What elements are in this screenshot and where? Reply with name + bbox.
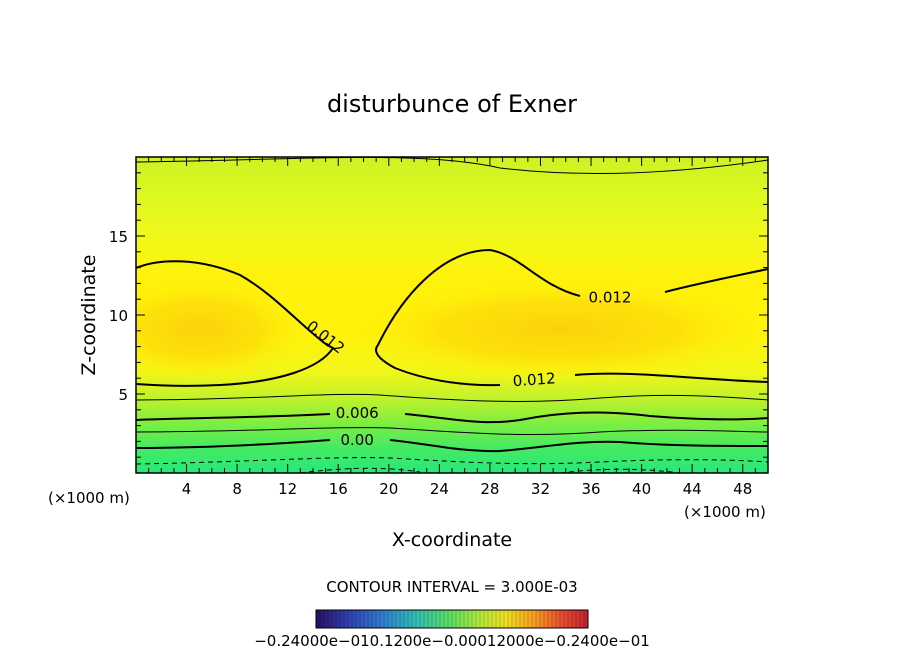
contour-thin-2: [136, 427, 768, 436]
contour-thin-1: [136, 393, 768, 402]
x-tick-label: 12: [278, 480, 297, 498]
colorbar-stripes: [319, 610, 585, 628]
axis-ticks: [136, 157, 768, 473]
colorbar: [315, 609, 589, 629]
x-tick-label: 48: [733, 480, 752, 498]
x-tick-labels: 4 8 12 16 20 24 28 32 36 40 44 48: [182, 480, 752, 498]
contour-label: 0.012: [589, 289, 632, 307]
lobe-left: [136, 278, 310, 382]
x-tick-label: 20: [379, 480, 398, 498]
lobe-right: [345, 278, 768, 382]
x-tick-label: 40: [632, 480, 651, 498]
x-tick-label: 28: [480, 480, 499, 498]
y-tick-label: 10: [109, 307, 128, 325]
colorbar-labels: −0.24000e−010.1200e−0.00012000e−0.2400e−…: [254, 632, 650, 650]
y-tick-labels: 5 10 15: [109, 228, 128, 404]
x-tick-label: 24: [430, 480, 449, 498]
contour-012-right: [375, 248, 768, 387]
contour-interval-text: CONTOUR INTERVAL = 3.000E-03: [326, 578, 577, 596]
contour-label: 0.012: [512, 369, 556, 390]
x-tick-label: 4: [182, 480, 192, 498]
contour-dashed-1: [136, 457, 768, 465]
x-tick-label: 16: [329, 480, 348, 498]
chart-title: disturbunce of Exner: [327, 90, 577, 118]
x-tick-label: 36: [581, 480, 600, 498]
y-tick-label: 5: [118, 386, 128, 404]
y-axis-label: Z-coordinate: [78, 255, 100, 376]
contour-000: [136, 439, 768, 453]
x-tick-label: 32: [531, 480, 550, 498]
x-tick-label: 8: [232, 480, 242, 498]
colorbar-gradient: [315, 609, 589, 629]
x-tick-label: 44: [683, 480, 702, 498]
contour-label: 0.00: [340, 431, 373, 449]
contour-thin-3: [136, 157, 768, 174]
x-unit-label-right: (×1000 m): [684, 503, 766, 521]
y-tick-label: 15: [109, 228, 128, 246]
x-unit-label: (×1000 m): [48, 489, 130, 507]
contour-012-left: [136, 260, 335, 387]
contour-label: 0.006: [336, 404, 379, 422]
contour-006: [136, 411, 768, 424]
x-axis-label: X-coordinate: [392, 529, 512, 551]
contour-lines: [136, 157, 768, 473]
contour-fill: [136, 157, 768, 473]
